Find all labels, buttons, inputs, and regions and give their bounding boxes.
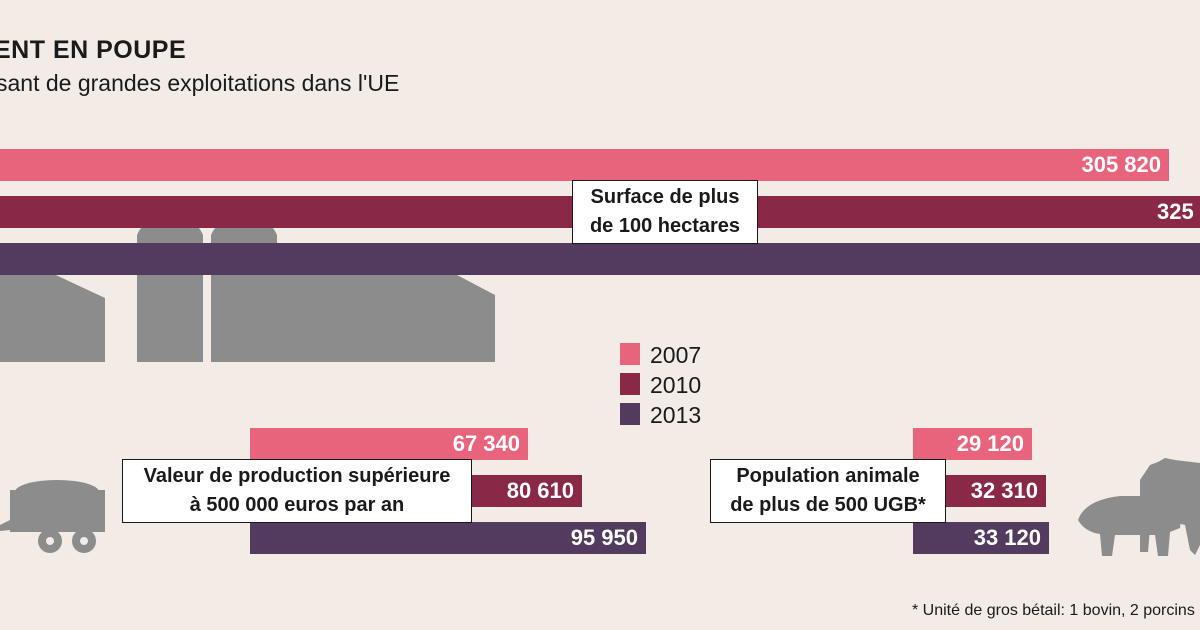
footnote: * Unité de gros bétail: 1 bovin, 2 porci… [912,602,1195,619]
barn-left-icon [0,250,105,362]
value-surface-2007: 305 820 [1081,152,1161,177]
bar-livestock-2013: 33 120 [913,522,1049,554]
label-production-line2: à 500 000 euros par an [189,494,405,516]
label-surface-line2: de 100 hectares [589,215,741,237]
value-livestock-2013: 33 120 [973,525,1041,550]
trailer-icon [0,480,105,553]
label-livestock-line2: de plus de 500 UGB* [730,494,926,516]
legend-label-2010: 2010 [650,372,702,398]
legend-label-2007: 2007 [650,342,702,368]
bar-surface-2013 [0,243,1200,275]
value-livestock-2010: 32 310 [970,478,1038,503]
chart-title: ENT EN POUPE [0,36,187,64]
label-surface-line1: Surface de plus [590,186,740,208]
bar-production-2013: 95 950 [250,522,646,554]
label-production: Valeur de production supérieure à 500 00… [122,459,472,523]
label-production-line1: Valeur de production supérieure [143,465,451,487]
legend-swatch-2013 [620,403,640,425]
label-surface: Surface de plus de 100 hectares [572,180,758,244]
legend-swatch-2010 [620,373,640,395]
value-production-2007: 67 340 [452,431,520,456]
bar-production-2007: 67 340 [250,428,528,460]
chart-subtitle: sant de grandes exploitations dans l'UE [0,70,400,96]
silo-1-icon [137,213,203,362]
value-production-2013: 95 950 [570,525,638,550]
legend-label-2013: 2013 [650,402,702,428]
legend-swatch-2007 [620,343,640,365]
label-livestock: Population animale de plus de 500 UGB* [710,459,946,523]
bar-surface-2007: 305 820 [0,149,1169,181]
bar-livestock-2007: 29 120 [913,428,1032,460]
livestock-icon [1078,458,1200,556]
value-livestock-2007: 29 120 [956,431,1024,456]
value-surface-2010: 325 [1157,199,1194,224]
label-livestock-line1: Population animale [736,465,920,487]
value-production-2010: 80 610 [506,478,574,503]
